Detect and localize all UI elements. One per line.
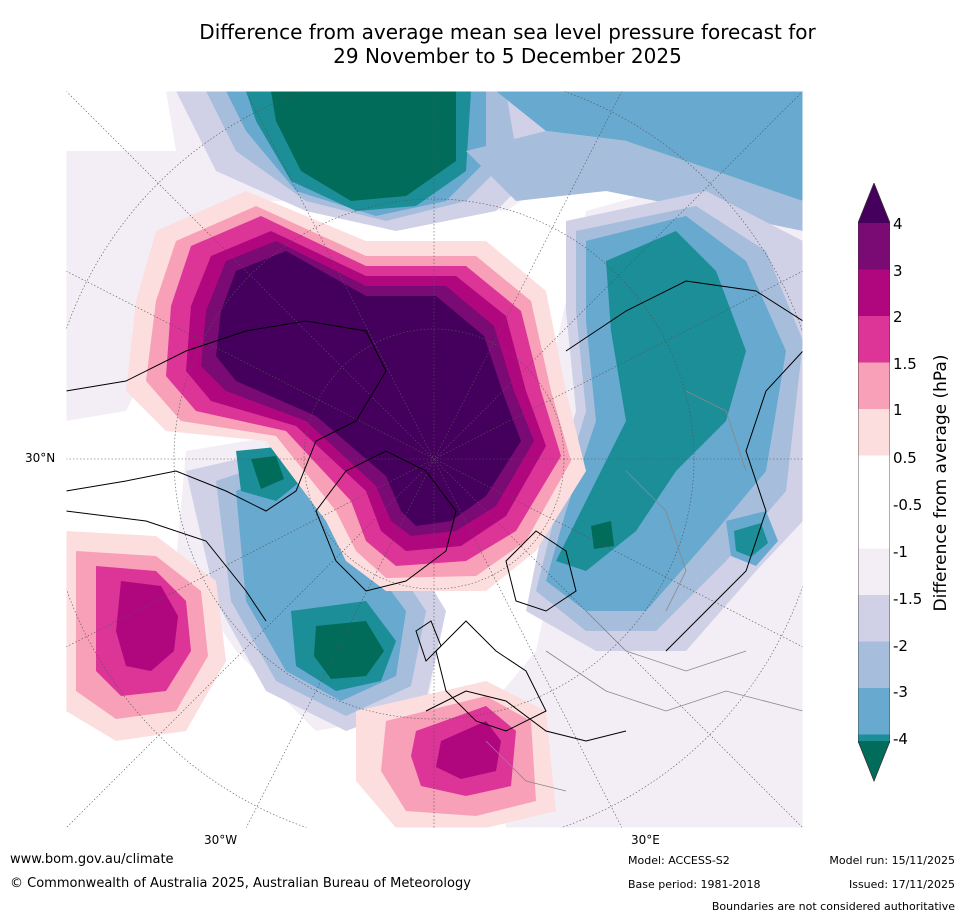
colorbar-segment-2-3 [858,316,890,363]
colorbar-tick: 2 [893,308,903,326]
coast-greenland [315,450,457,592]
coast-asia [565,280,803,352]
colorbar-tick: 3 [893,262,903,280]
colorbar-tick: -0.5 [893,496,923,514]
country-borders [485,390,803,792]
colorbar-segment-neg4-neg3 [858,734,890,743]
colorbar-tick: 4 [893,215,903,233]
colorbar-segment-4-above [858,223,890,270]
footer-model-run: Model run: 15/11/2025 [829,854,955,867]
colorbar-tick: -4 [893,730,908,748]
colorbar-tick: -1 [893,543,908,561]
colorbar-tick: -2 [893,637,908,655]
title-line-2: 29 November to 5 December 2025 [333,44,682,68]
colorbar-segment-3-4 [858,269,890,316]
coast-europe [435,620,547,732]
low-north-pacific [176,91,556,231]
colorbar-tick: 0.5 [893,449,917,467]
coast-mediterranean [425,690,627,742]
coast-north-america-east [66,510,267,622]
pressure-anomaly-map [66,91,803,828]
lon-label-30w: 30°W [204,833,238,847]
title-line-1: Difference from average mean sea level p… [199,20,816,44]
footer-issued: Issued: 17/11/2025 [848,878,955,891]
chart-title: Difference from average mean sea level p… [0,20,965,68]
high-arctic [126,191,586,591]
colorbar-extend-bottom [858,741,890,781]
colorbar-title: Difference from average (hPa) [931,354,951,612]
lat-label-30n: 30°N [25,451,56,465]
lon-label-30e: 30°E [631,833,660,847]
colorbar [858,183,890,783]
colorbar-tick: 1.5 [893,355,917,373]
colorbar-tick: 1 [893,401,903,419]
footer-copyright: © Commonwealth of Australia 2025, Austra… [10,876,471,891]
footer-base-period: Base period: 1981-2018 [628,878,761,891]
colorbar-tick: -1.5 [893,590,923,608]
colorbar-outline [858,183,890,783]
footer-url[interactable]: www.bom.gov.au/climate [10,852,174,867]
high-central-pacific [66,531,226,741]
coast-north-america [66,320,387,512]
colorbar-tick: -3 [893,683,908,701]
graticule [66,91,803,828]
colorbar-segment-neg2-neg1.5 [858,641,890,688]
colorbar-segment-1.5-2 [858,362,890,409]
high-mediterranean [356,681,556,828]
colorbar-segment-neg1-neg0.5 [858,548,890,595]
colorbar-segment-neg3-neg2 [858,688,890,735]
colorbar-segment-0.5-1 [858,455,890,502]
colorbar-segment-1-1.5 [858,409,890,456]
colorbar-segment-neg1.5-neg1 [858,595,890,642]
coast-asia-east [665,350,803,652]
footer-boundaries-note: Boundaries are not considered authoritat… [711,900,955,913]
coast-scandinavia [505,530,577,612]
colorbar-segment-neg0.5-0.5 [858,502,890,549]
footer-model: Model: ACCESS-S2 [628,854,730,867]
coast-britain [415,620,442,662]
colorbar-extend-top [858,183,890,223]
coastlines [66,280,803,742]
low-top-right [496,91,803,201]
